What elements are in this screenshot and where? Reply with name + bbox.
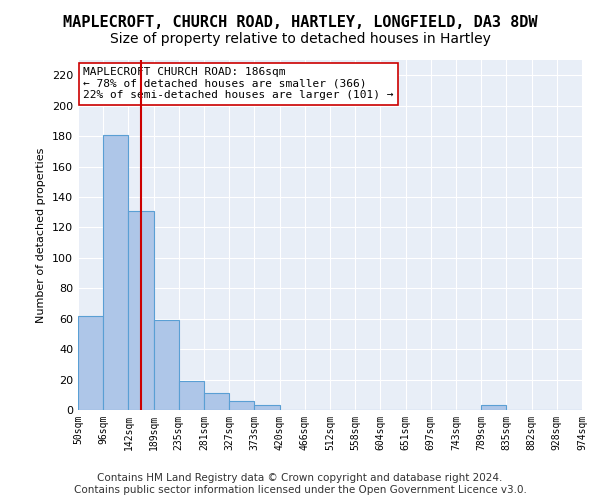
Bar — [229, 401, 254, 410]
Bar — [128, 210, 154, 410]
Bar — [204, 394, 229, 410]
Bar — [78, 316, 103, 410]
Text: Contains HM Land Registry data © Crown copyright and database right 2024.
Contai: Contains HM Land Registry data © Crown c… — [74, 474, 526, 495]
Y-axis label: Number of detached properties: Number of detached properties — [37, 148, 46, 322]
Bar — [254, 406, 280, 410]
Text: MAPLECROFT, CHURCH ROAD, HARTLEY, LONGFIELD, DA3 8DW: MAPLECROFT, CHURCH ROAD, HARTLEY, LONGFI… — [63, 15, 537, 30]
Bar — [481, 406, 506, 410]
Text: MAPLECROFT CHURCH ROAD: 186sqm
← 78% of detached houses are smaller (366)
22% of: MAPLECROFT CHURCH ROAD: 186sqm ← 78% of … — [83, 67, 394, 100]
Text: Size of property relative to detached houses in Hartley: Size of property relative to detached ho… — [110, 32, 490, 46]
Bar — [179, 381, 204, 410]
Bar — [154, 320, 179, 410]
Bar — [103, 134, 128, 410]
